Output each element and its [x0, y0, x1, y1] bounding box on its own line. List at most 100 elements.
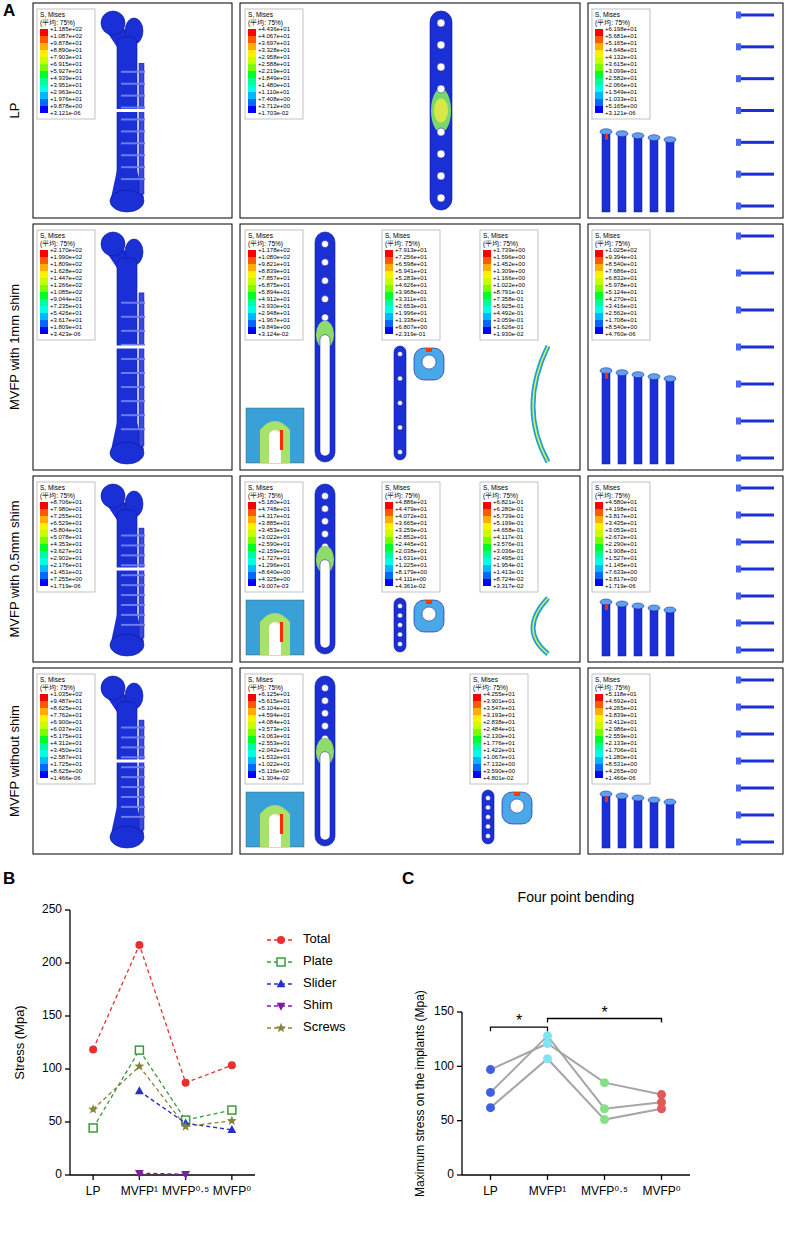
- color-band: [385, 558, 393, 565]
- color-band: [483, 299, 491, 306]
- screw-head: [736, 233, 741, 240]
- legend-value: +1.035e+02: [50, 691, 83, 697]
- legend-value: +7.913e+01: [395, 247, 428, 253]
- femur-screw: [121, 107, 145, 109]
- color-band: [248, 551, 256, 558]
- marker: [135, 1170, 144, 1178]
- legend-value: +4.198e+01: [605, 506, 638, 512]
- color-band: [40, 551, 48, 558]
- screw: [650, 377, 658, 464]
- color-band: [385, 565, 393, 572]
- femur-screw: [121, 806, 145, 808]
- contour-legend: S, Mises(平均: 75%)+6.125e+01+5.615e+01+5.…: [245, 674, 303, 784]
- legend-label: Slider: [303, 975, 337, 990]
- legend-value: +3.053e+01: [605, 527, 638, 533]
- color-band: [40, 43, 48, 50]
- color-band: [473, 764, 481, 771]
- legend-value: +1.631e+01: [395, 555, 428, 561]
- femur-screw: [121, 766, 145, 768]
- legend-value: +1.727e+01: [258, 555, 291, 561]
- femur-screw: [121, 554, 145, 556]
- row-label: MVFP without shim: [7, 705, 22, 817]
- legend-value: +7.633e+00: [605, 569, 638, 575]
- slider-block: [502, 792, 532, 824]
- legend-value: +4.072e+01: [395, 513, 428, 519]
- legend-value: +1.739e+00: [493, 247, 526, 253]
- femur-screw: [121, 727, 145, 729]
- color-band: [248, 771, 256, 778]
- screw: [634, 375, 642, 464]
- x-tick-label: MVFP⁰: [213, 1184, 251, 1198]
- color-band: [595, 99, 603, 106]
- legend-value: +1.033e+01: [605, 96, 638, 102]
- femur-screw: [121, 544, 145, 546]
- legend-value: +1.990e+02: [50, 254, 83, 260]
- legend-value: +6.875e+01: [258, 282, 291, 288]
- color-band: [595, 502, 603, 509]
- plate-hole: [437, 85, 445, 93]
- legend-value: +3.885e+01: [258, 520, 291, 526]
- screw: [740, 457, 774, 460]
- plot-area: [486, 1031, 666, 1124]
- color-band: [595, 36, 603, 43]
- contour-legend: S, Mises(平均: 75%)+5.180e+01+4.748e+01+4.…: [245, 482, 303, 592]
- legend-value: +3.416e+01: [605, 303, 638, 309]
- marker: [135, 1086, 144, 1094]
- shim-stress: [533, 598, 548, 654]
- color-band: [248, 250, 256, 257]
- inset-peak: [280, 430, 283, 450]
- legend-value: +2.038e+01: [395, 548, 428, 554]
- color-band: [248, 537, 256, 544]
- color-band: [40, 78, 48, 85]
- legend-value: +1.706e+01: [605, 747, 638, 753]
- legend-value: +1.809e+01: [50, 324, 83, 330]
- color-band: [40, 71, 48, 78]
- legend-value: +2.130e+01: [483, 733, 516, 739]
- marker: [227, 1125, 236, 1133]
- inset: [246, 600, 304, 655]
- color-band: [40, 771, 48, 778]
- color-band: [483, 558, 491, 565]
- color-band: [40, 320, 48, 327]
- color-band: [248, 99, 256, 106]
- color-band: [595, 715, 603, 722]
- color-band: [595, 92, 603, 99]
- color-band: [40, 516, 48, 523]
- color-band: [473, 743, 481, 750]
- legend-title: S, Mises: [40, 11, 66, 18]
- screw-head: [736, 593, 741, 600]
- color-band: [595, 57, 603, 64]
- panel-letter: B: [3, 869, 15, 888]
- legend-value: +4.912e+01: [258, 296, 291, 302]
- color-band: [40, 502, 48, 509]
- legend-value: +2.986e+01: [605, 726, 638, 732]
- femur-screw: [121, 796, 145, 798]
- color-band: [595, 313, 603, 320]
- legend-value: +4.748e+01: [258, 506, 291, 512]
- screw-head: [736, 731, 741, 738]
- color-band: [595, 264, 603, 271]
- screw-head: [736, 512, 741, 519]
- legend-value: +3.259e+01: [395, 527, 428, 533]
- inset: [246, 792, 304, 847]
- screw: [602, 132, 610, 212]
- color-band: [595, 551, 603, 558]
- plate-hole: [398, 376, 403, 381]
- slider: [394, 598, 406, 652]
- legend-value: +6.198e+01: [605, 26, 638, 32]
- color-band: [248, 292, 256, 299]
- inset-peak: [280, 622, 283, 642]
- color-band: [248, 565, 256, 572]
- legend-value: +1.628e+02: [50, 268, 83, 274]
- y-tick-label: 200: [42, 955, 62, 969]
- femur-screw: [121, 130, 145, 132]
- legend-box: [480, 230, 538, 340]
- marker: [135, 1046, 143, 1054]
- legend-value: +4.361e-02: [395, 583, 426, 589]
- x-tick-label: MVFP⁰: [642, 1184, 680, 1198]
- legend-value: +7.235e+01: [50, 303, 83, 309]
- color-band: [248, 264, 256, 271]
- slider-hole: [510, 799, 524, 813]
- legend-value: +1.466e-06: [605, 775, 636, 781]
- color-band: [40, 750, 48, 757]
